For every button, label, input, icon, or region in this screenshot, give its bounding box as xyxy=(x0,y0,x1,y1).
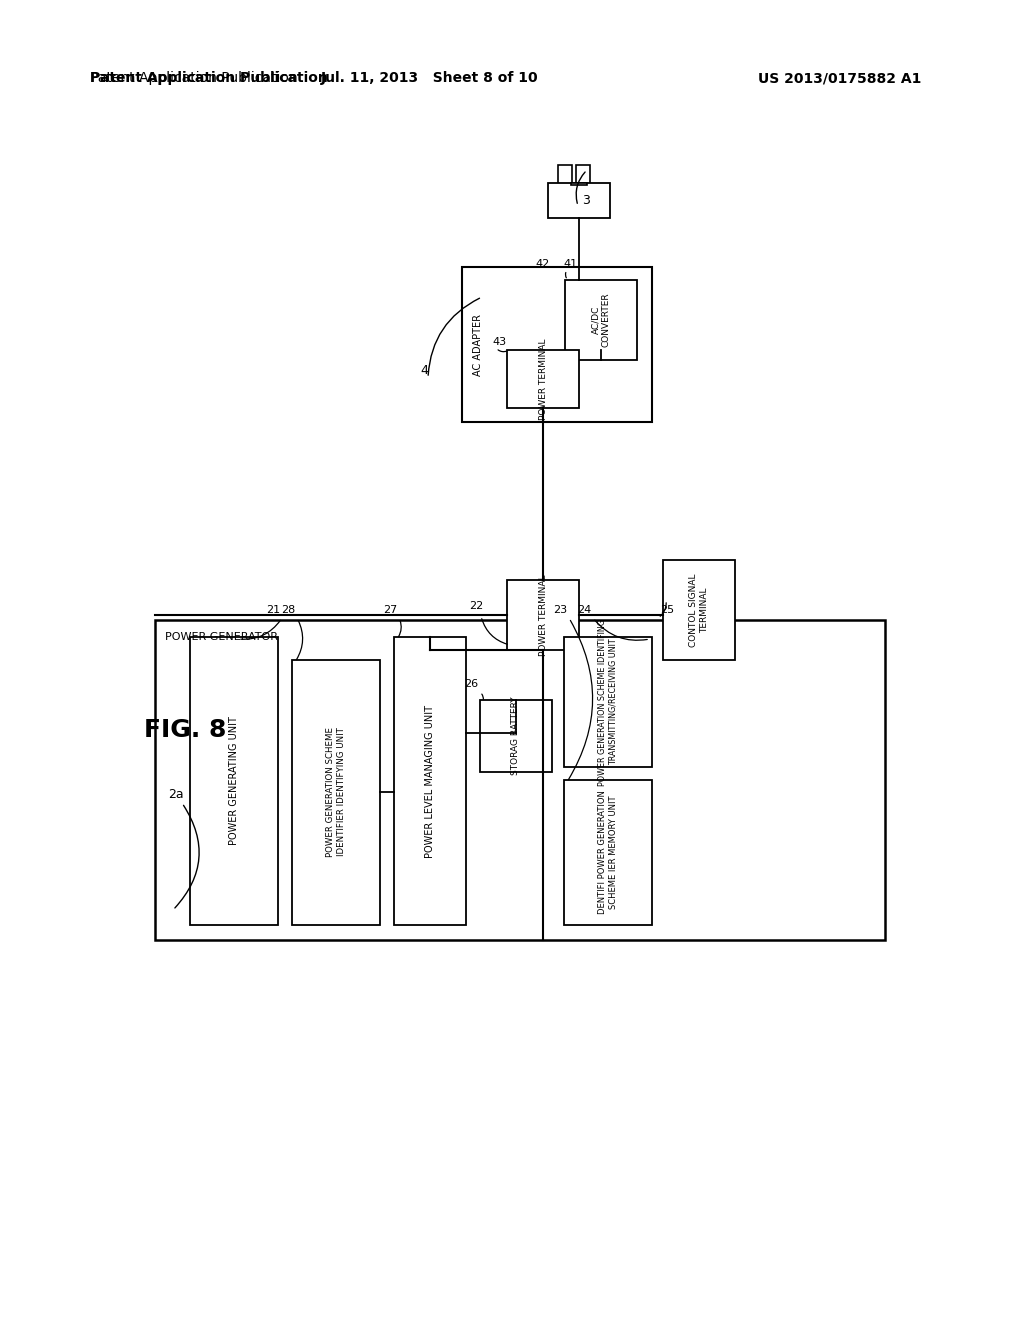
Text: 26: 26 xyxy=(464,678,478,689)
Bar xyxy=(565,280,637,360)
Bar xyxy=(155,620,885,940)
Text: AC ADAPTER: AC ADAPTER xyxy=(473,314,483,375)
Text: CONTOL SIGNAL
TERMINAL: CONTOL SIGNAL TERMINAL xyxy=(689,573,709,647)
Text: POWER GENERATOR: POWER GENERATOR xyxy=(165,632,278,642)
Text: DENTIFI POWER GENERATION
SCHEME IER MEMORY UNIT: DENTIFI POWER GENERATION SCHEME IER MEMO… xyxy=(598,791,617,913)
Bar xyxy=(548,183,610,218)
Text: POWER GENERATION SCHEME
IDENTIFIER IDENTIFYING UNIT: POWER GENERATION SCHEME IDENTIFIER IDENT… xyxy=(327,727,346,857)
Text: 43: 43 xyxy=(492,337,506,347)
Bar xyxy=(462,267,652,422)
Text: STORAG BATTERY: STORAG BATTERY xyxy=(512,697,520,775)
Bar xyxy=(564,780,652,925)
Text: AC/DC
CONVERTER: AC/DC CONVERTER xyxy=(591,293,610,347)
Text: Jul. 11, 2013   Sheet 8 of 10: Jul. 11, 2013 Sheet 8 of 10 xyxy=(322,71,539,84)
Bar xyxy=(394,638,466,925)
Bar xyxy=(190,638,278,925)
Bar xyxy=(575,165,590,185)
Text: FIG. 8: FIG. 8 xyxy=(143,718,226,742)
Text: 41: 41 xyxy=(563,259,578,269)
Text: 21: 21 xyxy=(266,605,280,615)
Bar xyxy=(663,560,735,660)
Text: 28: 28 xyxy=(281,605,295,615)
Text: POWER GENERATING UNIT: POWER GENERATING UNIT xyxy=(229,717,239,845)
Text: 24: 24 xyxy=(577,605,591,615)
Text: POWER GENERATION SCHEME IDENTIFING
TRANSMITTING/RECEIVING UNIT: POWER GENERATION SCHEME IDENTIFING TRANS… xyxy=(598,619,617,785)
Text: 23: 23 xyxy=(553,605,567,615)
Text: POWER TERMINAL: POWER TERMINAL xyxy=(539,338,548,420)
Text: 3: 3 xyxy=(582,194,590,206)
Text: US 2013/0175882 A1: US 2013/0175882 A1 xyxy=(759,71,922,84)
Text: 2a: 2a xyxy=(168,788,183,801)
Bar xyxy=(564,638,652,767)
Text: 27: 27 xyxy=(383,605,397,615)
Bar xyxy=(558,165,572,185)
Text: POWER LEVEL MANAGING UNIT: POWER LEVEL MANAGING UNIT xyxy=(425,705,435,858)
Text: 22: 22 xyxy=(469,601,483,611)
Text: Patent Application Publication: Patent Application Publication xyxy=(90,71,298,84)
Bar xyxy=(480,700,552,772)
Bar xyxy=(507,350,579,408)
Text: 42: 42 xyxy=(536,259,550,269)
Text: 25: 25 xyxy=(660,605,674,615)
Bar xyxy=(571,183,587,185)
Bar xyxy=(507,579,579,649)
Text: POWER TERMINAL: POWER TERMINAL xyxy=(539,574,548,656)
Bar xyxy=(292,660,380,925)
Text: 4: 4 xyxy=(420,363,428,376)
Text: Patent Application Publication: Patent Application Publication xyxy=(90,71,328,84)
